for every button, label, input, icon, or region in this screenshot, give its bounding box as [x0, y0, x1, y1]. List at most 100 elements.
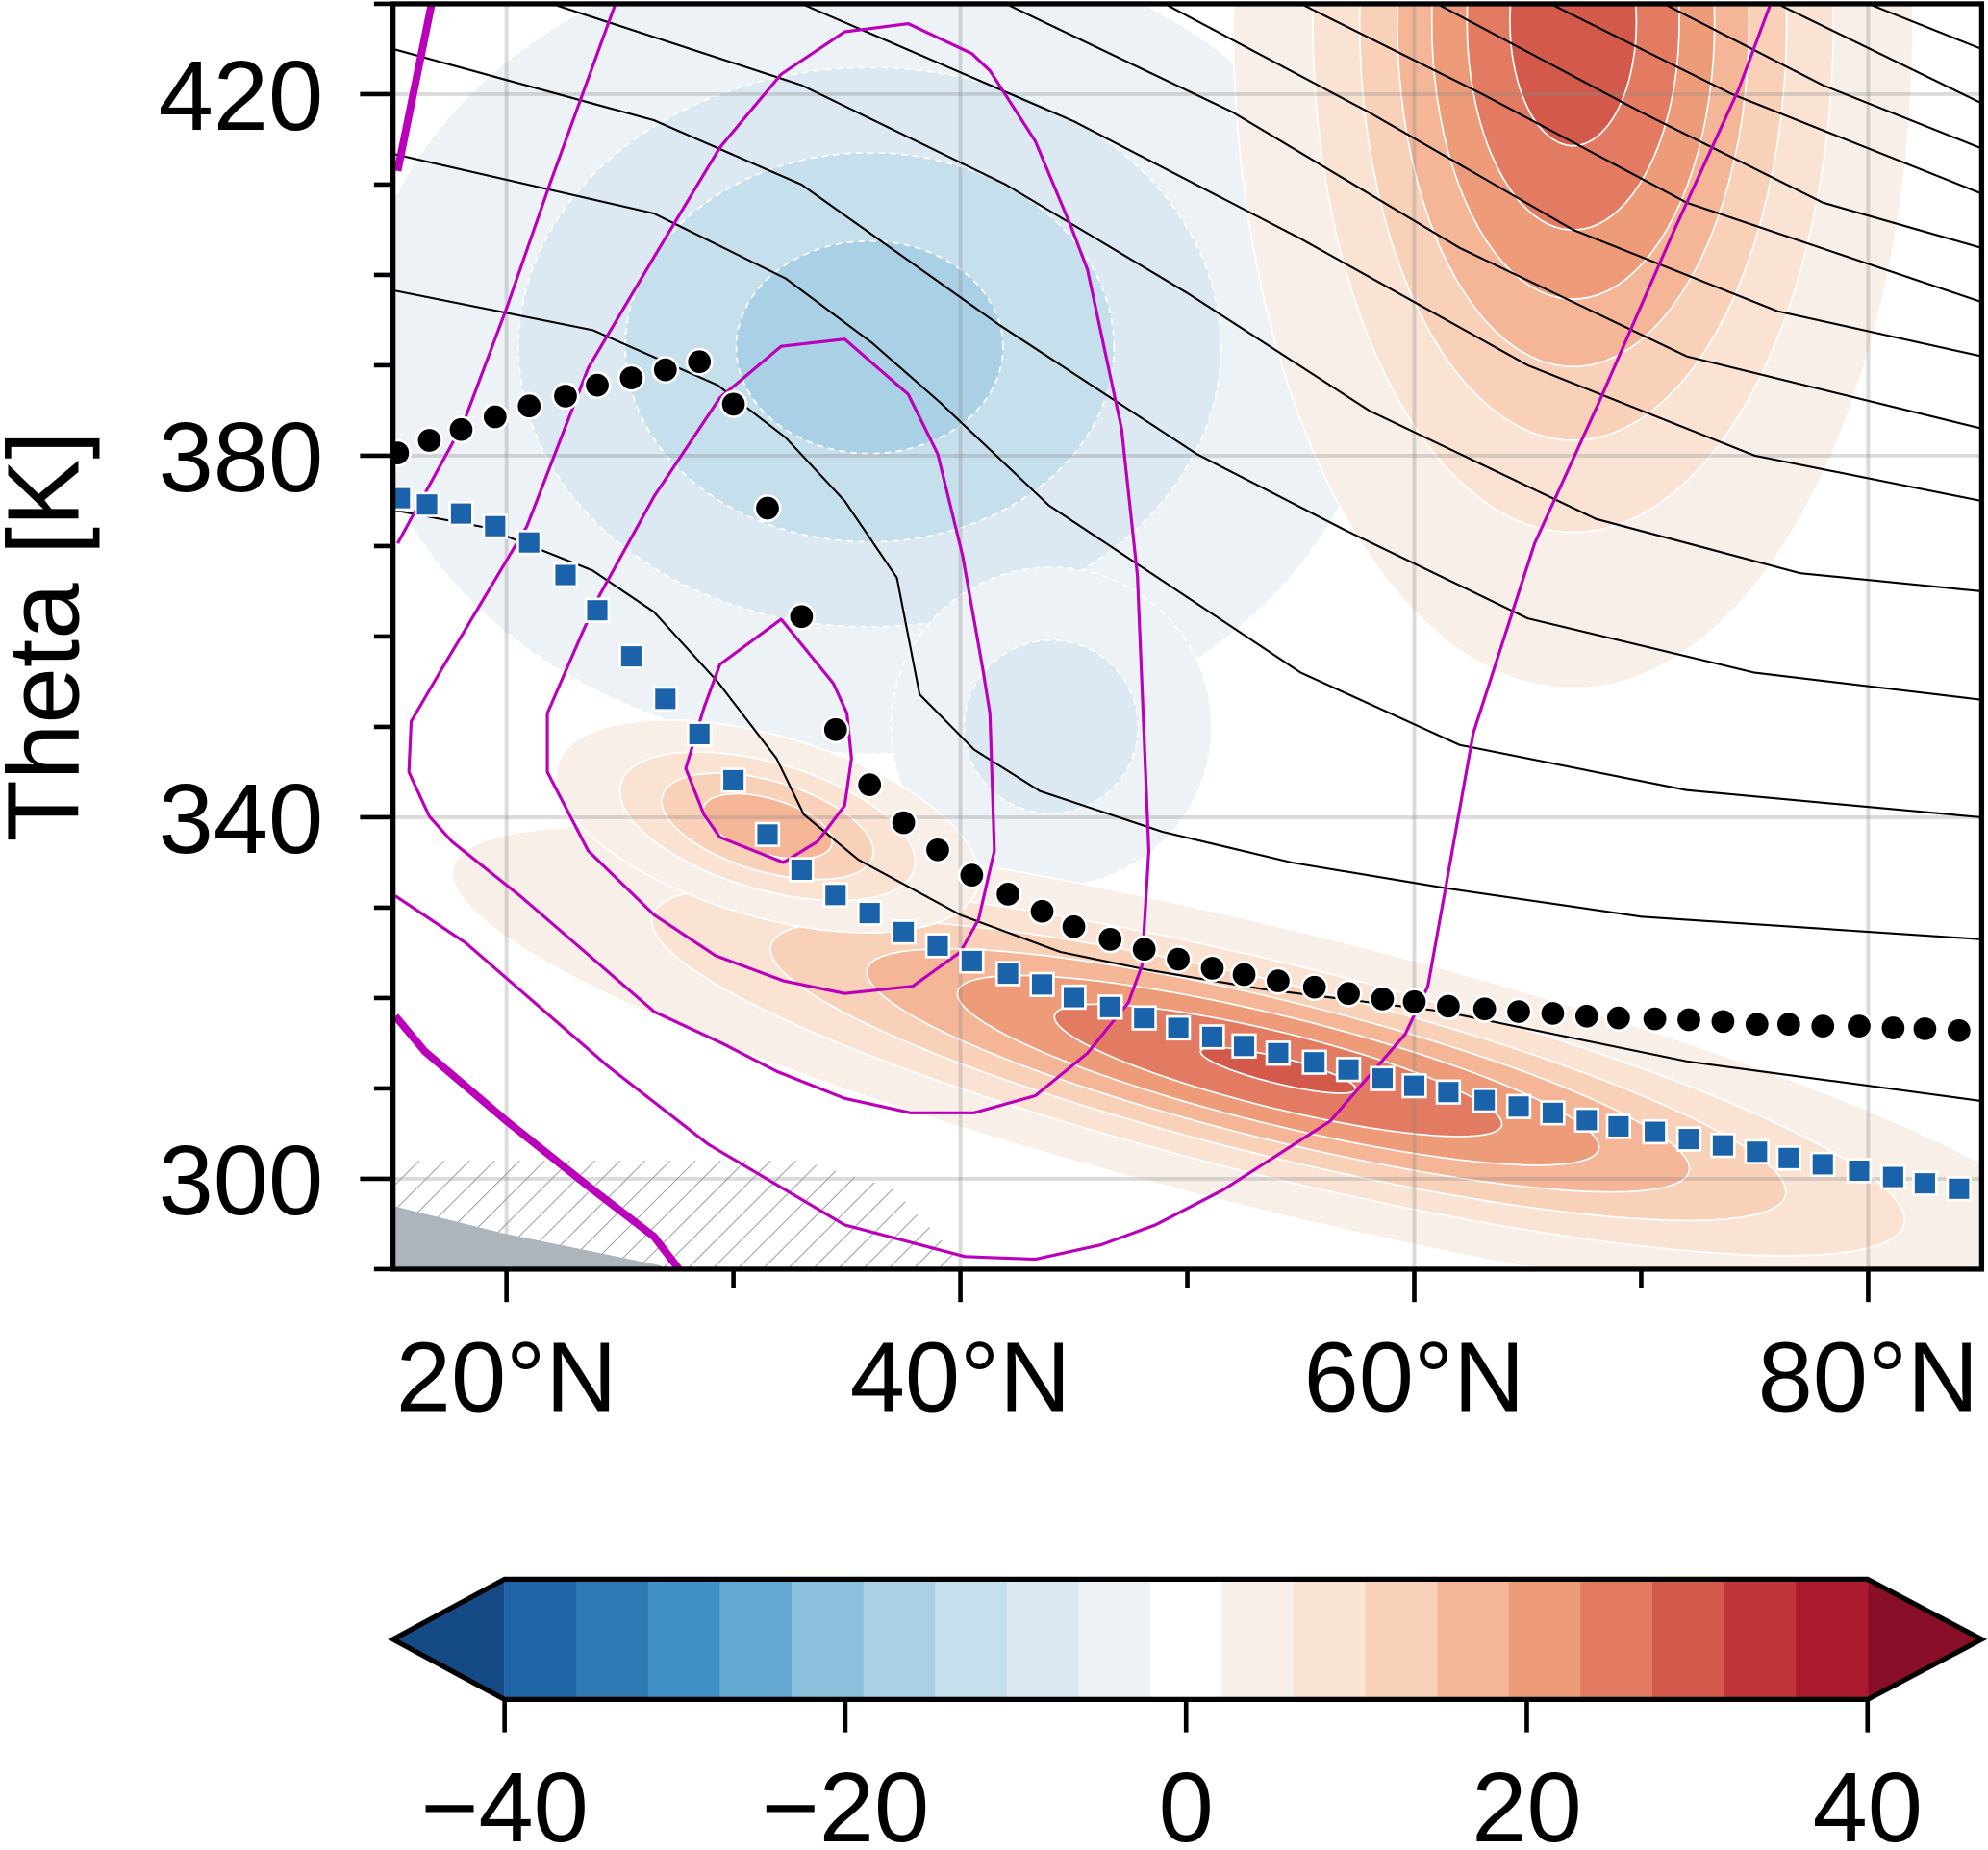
- black-dots-point-25: [1230, 961, 1259, 988]
- blue-squares-point-13: [822, 882, 848, 908]
- black-dots-point-34: [1538, 999, 1567, 1028]
- magenta-thick-contour-1: [392, 1013, 683, 1269]
- colorbar-tick-label: 0: [1159, 1752, 1214, 1850]
- blue-squares-point-2: [448, 500, 474, 527]
- blue-squares-point-33: [1505, 1093, 1532, 1119]
- blue-squares-point-9: [687, 721, 713, 747]
- black-dots-point-24: [1197, 954, 1226, 983]
- blue-squares-point-30: [1401, 1072, 1427, 1099]
- black-contour-11: [392, 152, 1982, 819]
- colorbar-bin-8: [1078, 1579, 1151, 1700]
- blue-squares-point-43: [1846, 1158, 1873, 1184]
- colorbar-bin-15: [1580, 1579, 1653, 1700]
- black-dots-point-33: [1504, 997, 1533, 1026]
- black-dots-point-38: [1674, 1006, 1703, 1034]
- blue-squares-point-23: [1165, 1014, 1192, 1041]
- black-dots-point-15: [890, 809, 919, 838]
- plot-area: [392, 3, 1982, 1269]
- black-dots-point-7: [617, 363, 645, 392]
- orography: [392, 1161, 961, 1269]
- colorbar-bin-1: [576, 1579, 649, 1700]
- y-tick-label: 340: [159, 763, 324, 874]
- orography-fill: [392, 1206, 666, 1269]
- black-contour-8: [800, 3, 1982, 503]
- blue-squares-point-14: [856, 900, 883, 926]
- black-dots-point-18: [994, 880, 1022, 909]
- blue-squares-point-22: [1131, 1005, 1157, 1031]
- black-dots-point-5: [551, 382, 580, 411]
- blue-squares-point-27: [1301, 1049, 1327, 1075]
- black-contour-9: [551, 3, 1982, 593]
- blue-squares-point-20: [1061, 984, 1087, 1011]
- blue-squares-point-18: [994, 961, 1021, 987]
- black-dots-point-23: [1164, 945, 1193, 974]
- y-tick-label: 420: [159, 40, 324, 151]
- blue-squares-point-31: [1435, 1079, 1462, 1105]
- black-contour-lines: [392, 3, 1982, 1103]
- blue-squares-point-29: [1370, 1065, 1396, 1091]
- x-tick-label: 20°N: [396, 1321, 617, 1432]
- blue-squares-point-5: [552, 562, 579, 588]
- blue-squares-point-35: [1573, 1107, 1600, 1134]
- magenta-contour-0: [407, 22, 1151, 1114]
- colorbar-extend-min: [392, 1579, 505, 1700]
- black-dots-point-45: [1910, 1014, 1939, 1043]
- colorbar-bin-6: [935, 1579, 1008, 1700]
- blue-squares-point-44: [1880, 1163, 1906, 1190]
- colorbar-tick-label: −20: [762, 1752, 929, 1850]
- blue-squares-point-37: [1642, 1118, 1668, 1145]
- black-dots-point-14: [855, 770, 884, 799]
- black-dots-point-30: [1399, 988, 1428, 1016]
- black-dots-point-8: [651, 356, 680, 385]
- blue-squares-point-39: [1710, 1133, 1736, 1159]
- blue-squares-point-40: [1744, 1138, 1770, 1164]
- black-dots-point-41: [1774, 1010, 1803, 1038]
- magenta-contour-1: [545, 338, 996, 995]
- black-contour-10: [392, 47, 1982, 701]
- filled-contours: [392, 3, 1982, 1269]
- axes: 300 340 380 420 20°N 40°N 60°N 80°N: [159, 1, 1985, 1432]
- black-dots-point-44: [1878, 1013, 1907, 1042]
- y-tick-label: 380: [159, 402, 324, 512]
- black-dots-point-6: [583, 371, 612, 400]
- black-dots-point-42: [1808, 1012, 1837, 1040]
- magenta-contour-2: [684, 617, 853, 864]
- blue-squares-point-24: [1199, 1024, 1225, 1050]
- blue-squares-point-42: [1810, 1151, 1836, 1178]
- black-dots-point-11: [753, 493, 782, 522]
- black-contour-7: [1005, 3, 1982, 430]
- colorbar-bin-17: [1724, 1579, 1797, 1700]
- black-contour-4: [1436, 3, 1982, 249]
- black-dots-point-3: [481, 403, 510, 432]
- blue-squares-point-32: [1472, 1088, 1497, 1113]
- markers: [392, 347, 1974, 1202]
- y-tick-label: 300: [159, 1125, 324, 1236]
- colorbar-tick-label: 40: [1813, 1752, 1923, 1850]
- blue-squares-point-15: [891, 919, 917, 945]
- black-dots-point-39: [1708, 1007, 1737, 1036]
- blue-squares-point-0: [392, 485, 413, 512]
- colorbar: −40 −20 0 20 40: [388, 1576, 1988, 1850]
- blue-squares-point-26: [1265, 1040, 1292, 1066]
- black-contour-5: [1300, 3, 1982, 304]
- blue-squares-point-46: [1946, 1176, 1972, 1202]
- colorbar-extend-max: [1867, 1579, 1982, 1700]
- colorbar-bin-7: [1006, 1579, 1080, 1700]
- black-contour-3: [1549, 3, 1982, 195]
- blue-squares-point-41: [1775, 1145, 1802, 1171]
- black-dots-point-37: [1641, 1005, 1670, 1034]
- colorbar-bin-4: [791, 1579, 865, 1700]
- black-dots-point-29: [1368, 985, 1397, 1013]
- x-tick-label: 40°N: [850, 1321, 1071, 1432]
- black-dots-point-13: [821, 715, 850, 744]
- colorbar-bin-13: [1437, 1579, 1510, 1700]
- positive-upper-highlat-level-6: [1509, 3, 1638, 147]
- blue-squares-point-6: [584, 597, 611, 623]
- colorbar-tick-label: −40: [420, 1752, 588, 1850]
- black-dots-point-1: [415, 426, 443, 455]
- blue-squares-point-36: [1605, 1113, 1632, 1139]
- black-dots-point-10: [719, 389, 748, 418]
- magenta-contour-4: [396, 3, 617, 544]
- colorbar-tick-label: 20: [1472, 1752, 1581, 1850]
- colorbar-bin-12: [1365, 1579, 1439, 1700]
